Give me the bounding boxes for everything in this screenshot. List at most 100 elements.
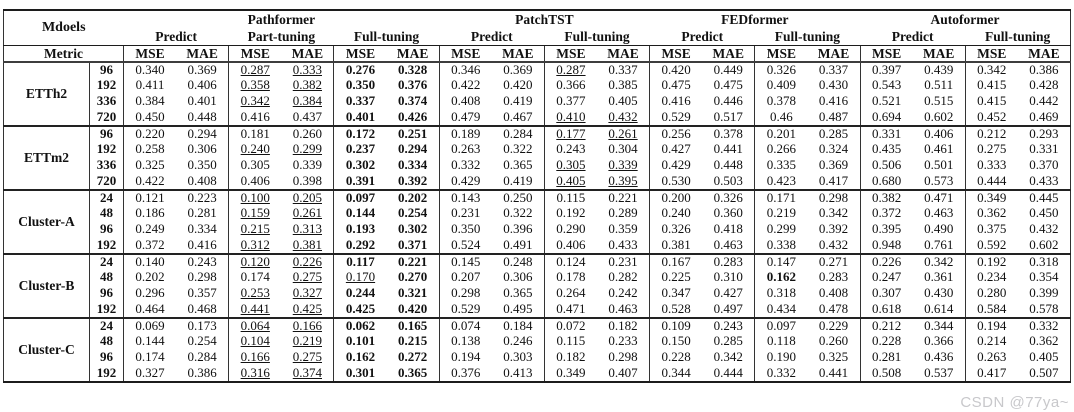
value-cell: 0.444	[964, 173, 1018, 190]
value-cell: 0.322	[503, 141, 533, 157]
horizon-cell: 24	[89, 252, 124, 270]
value-cell: 0.254	[187, 333, 217, 349]
value-cell: 0.109	[649, 316, 703, 334]
value-cell: 0.392	[818, 221, 849, 237]
corner-models-label: Mdoels	[3, 10, 124, 46]
value-cell: 0.441	[713, 141, 743, 157]
value-cell: 0.357	[187, 285, 217, 301]
value-cell: 0.442	[1029, 93, 1059, 109]
mode-header-full-tuning: Full-tuning	[754, 28, 861, 46]
value-cell: 0.202	[123, 269, 177, 286]
value-cell: 0.374	[292, 365, 322, 380]
value-cell: 0.284	[491, 124, 545, 142]
value-cell: 0.433	[608, 237, 638, 252]
table-row: 192 0.464 0.468 0.441 0.425 0.425 0.420 0.529 0.…	[4, 301, 1071, 318]
value-cell: 0.337	[818, 61, 849, 77]
value-cell: 0.408	[187, 173, 217, 188]
value-cell: 0.097	[754, 316, 808, 334]
value-cell: 0.349	[543, 365, 597, 382]
table-row: 48 0.202 0.298 0.174 0.275 0.170 0.270 0.207 0.3…	[4, 269, 1071, 286]
value-cell: 0.174	[123, 349, 177, 366]
value-cell: 0.318	[1017, 252, 1071, 270]
value-cell: 0.121	[123, 188, 177, 206]
value-cell: 0.369	[503, 61, 533, 77]
value-cell: 0.285	[807, 124, 861, 142]
value-cell: 0.261	[292, 205, 322, 221]
value-cell: 0.275	[964, 141, 1018, 158]
value-cell: 0.212	[859, 316, 913, 334]
value-cell: 0.166	[281, 316, 334, 334]
horizon-cell: 336	[89, 93, 124, 110]
value-cell: 0.406	[912, 124, 966, 142]
value-cell: 0.074	[438, 316, 492, 334]
model-group-patchtst: PatchTST	[515, 11, 574, 27]
value-cell: 0.299	[292, 141, 322, 157]
value-cell: 0.365	[503, 157, 533, 173]
value-cell: 0.441	[818, 365, 849, 380]
value-cell: 0.434	[754, 301, 808, 318]
value-cell: 0.264	[543, 285, 597, 302]
value-cell: 0.322	[503, 205, 533, 221]
watermark-text: CSDN @77ya~	[960, 394, 1069, 411]
metric-header-mse: MSE	[438, 45, 492, 63]
value-cell: 0.338	[754, 237, 808, 254]
value-cell: 0.212	[964, 124, 1018, 142]
value-cell: 0.342	[228, 93, 282, 110]
value-cell: 0.528	[649, 301, 703, 318]
value-cell: 0.162	[333, 349, 387, 366]
value-cell: 0.178	[543, 269, 597, 286]
value-cell: 0.503	[713, 173, 743, 188]
value-cell: 0.200	[649, 188, 703, 206]
value-cell: 0.446	[713, 93, 743, 109]
value-cell: 0.171	[754, 188, 808, 206]
value-cell: 0.226	[859, 252, 913, 270]
value-cell: 0.306	[187, 141, 217, 157]
value-cell: 0.298	[438, 285, 492, 302]
horizon-cell: 192	[89, 365, 124, 382]
metric-header-mse: MSE	[333, 45, 387, 63]
value-cell: 0.371	[397, 237, 428, 252]
value-cell: 0.170	[333, 269, 387, 286]
value-cell: 0.174	[228, 269, 282, 286]
value-cell: 0.495	[503, 301, 533, 316]
value-cell: 0.231	[596, 252, 650, 270]
value-cell: 0.223	[176, 188, 229, 206]
value-cell: 0.221	[386, 252, 440, 270]
value-cell: 0.578	[1029, 301, 1059, 316]
value-cell: 0.416	[818, 93, 849, 109]
value-cell: 0.508	[859, 365, 913, 382]
value-cell: 0.331	[859, 124, 913, 142]
table-body: ETTh2 96 0.340 0.369 0.287 0.333 0.276 0.328 0.3…	[3, 61, 1071, 382]
dataset-cell-cluster-c: Cluster-C	[3, 316, 90, 382]
value-cell: 0.537	[924, 365, 954, 380]
value-cell: 0.298	[807, 188, 861, 206]
value-cell: 0.240	[228, 141, 282, 158]
value-cell: 0.097	[333, 188, 387, 206]
model-group-pathformer: Pathformer	[247, 11, 316, 27]
value-cell: 0.296	[123, 285, 177, 302]
value-cell: 0.445	[1017, 188, 1071, 206]
value-cell: 0.475	[713, 77, 743, 93]
value-cell: 0.463	[608, 301, 638, 316]
value-cell: 0.294	[397, 141, 428, 157]
value-cell: 0.524	[438, 237, 492, 254]
value-cell: 0.281	[187, 205, 217, 221]
value-cell: 0.250	[491, 188, 545, 206]
value-cell: 0.145	[438, 252, 492, 270]
value-cell: 0.285	[713, 333, 743, 349]
value-cell: 0.340	[123, 61, 177, 78]
value-cell: 0.243	[702, 316, 755, 334]
value-cell: 0.221	[596, 188, 650, 206]
value-cell: 0.417	[818, 173, 849, 188]
horizon-cell: 192	[89, 77, 124, 94]
value-cell: 0.436	[924, 349, 954, 365]
value-cell: 0.193	[333, 221, 387, 238]
table-row: ETTm2 96 0.220 0.294 0.181 0.260 0.172 0.251 0.1…	[3, 124, 1071, 190]
value-cell: 0.469	[1029, 109, 1059, 124]
value-cell: 0.444	[713, 365, 743, 380]
value-cell: 0.305	[228, 157, 282, 174]
value-cell: 0.411	[123, 77, 177, 94]
value-cell: 0.573	[924, 173, 954, 188]
value-cell: 0.270	[397, 269, 428, 285]
value-cell: 0.321	[397, 285, 428, 301]
